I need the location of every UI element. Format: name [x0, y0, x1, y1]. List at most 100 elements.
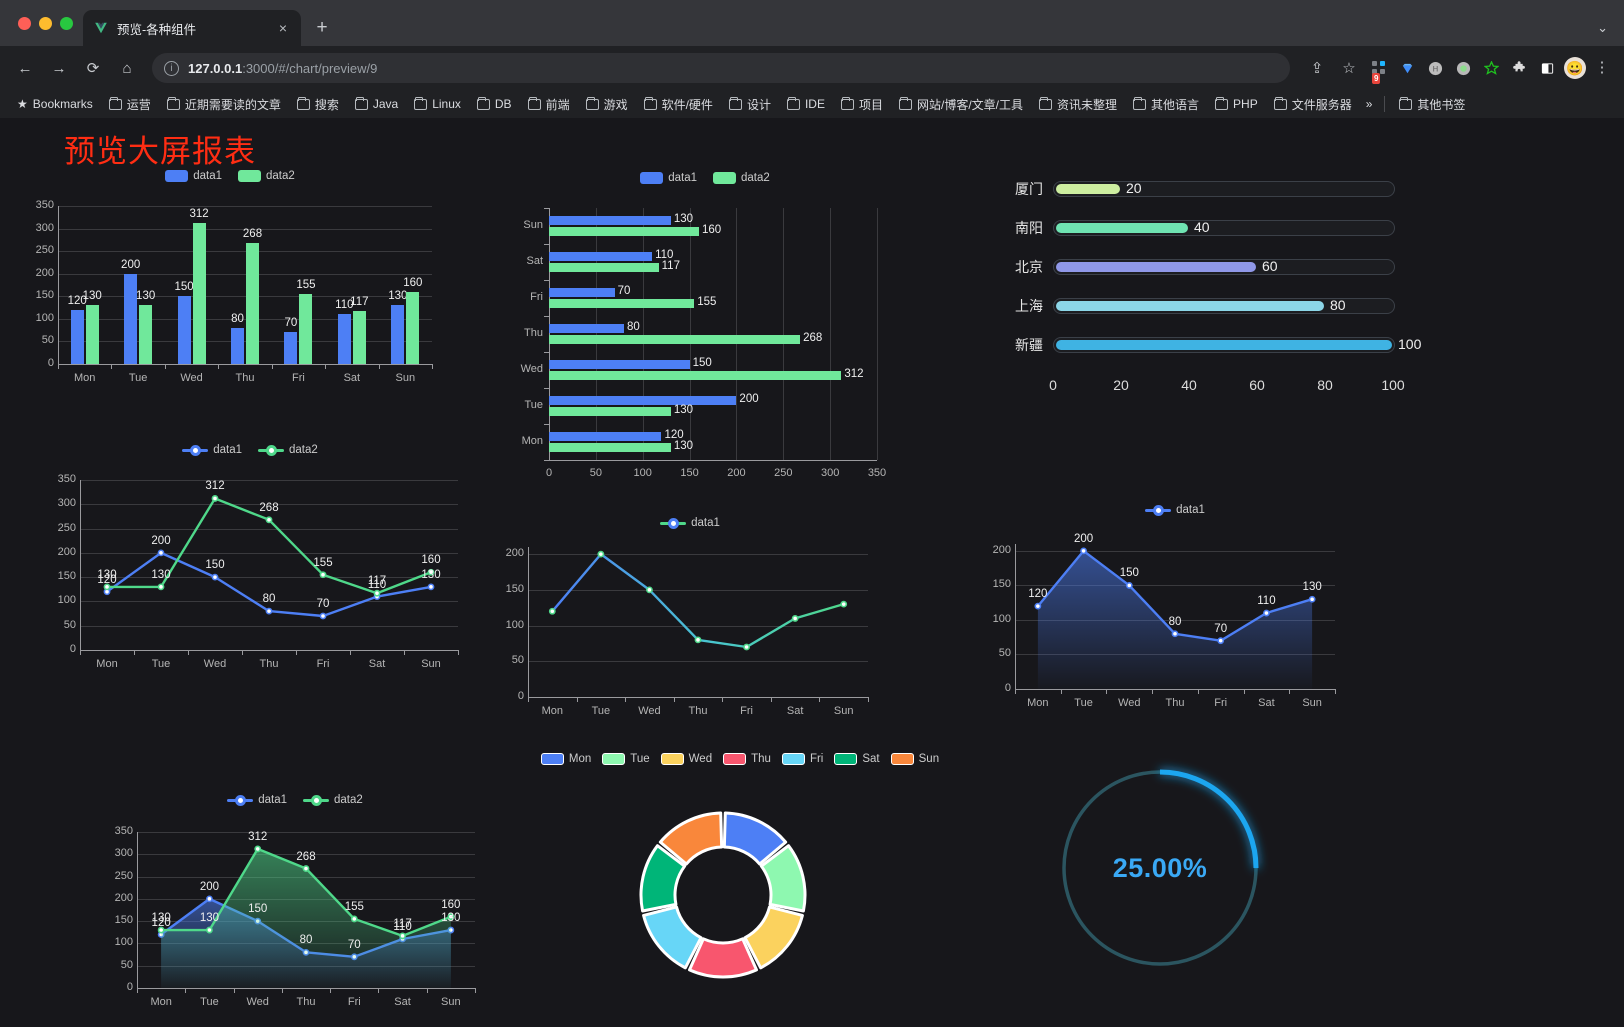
bookmark-item[interactable]: DB: [470, 94, 519, 114]
chart-horizontal-bar[interactable]: data1 data2 0 50 100 150 200 250 300 350 Sun 130 1…: [505, 168, 905, 488]
series-line[interactable]: [551, 552, 845, 649]
profile-avatar[interactable]: 😀: [1562, 55, 1588, 81]
bookmark-item[interactable]: 文件服务器: [1267, 93, 1359, 116]
legend-item[interactable]: data1: [227, 794, 287, 806]
bar[interactable]: [124, 273, 138, 364]
bookmarks-overflow-icon[interactable]: »: [1365, 97, 1373, 111]
bar[interactable]: [337, 314, 351, 364]
data-point[interactable]: [373, 589, 381, 597]
donut-slice[interactable]: [658, 811, 724, 866]
bar[interactable]: [549, 371, 842, 380]
donut-slice[interactable]: [639, 844, 687, 913]
address-bar[interactable]: i 127.0.0.1:3000/#/chart/preview/9: [152, 53, 1290, 83]
donut-slice[interactable]: [722, 811, 788, 866]
home-button[interactable]: ⌂: [122, 59, 132, 77]
legend-horizontal-bar[interactable]: data1 data2: [505, 172, 905, 184]
legend-item[interactable]: Thu: [723, 753, 771, 765]
progress-track[interactable]: 40: [1053, 219, 1395, 236]
legend-item[interactable]: data2: [258, 444, 318, 456]
bar[interactable]: [549, 299, 695, 308]
data-point[interactable]: [791, 615, 799, 622]
bookmark-item[interactable]: 游戏: [579, 93, 635, 116]
browser-menu-icon[interactable]: ⋮: [1594, 59, 1610, 76]
data-point[interactable]: [427, 568, 435, 576]
bar[interactable]: [549, 263, 659, 272]
data-point[interactable]: [427, 583, 435, 591]
progress-track[interactable]: 20: [1053, 180, 1395, 197]
bar[interactable]: [549, 335, 801, 344]
bookmark-item-other[interactable]: 其他书签: [1392, 93, 1472, 116]
chart-progress-bars[interactable]: 厦门 20 南阳 40 北京 60 上海 80 新疆 100 0 20 40 60 80 100: [995, 166, 1421, 506]
donut-slice[interactable]: [687, 937, 759, 979]
progress-row[interactable]: 上海 80: [995, 293, 1395, 319]
bar[interactable]: [70, 309, 84, 364]
donut-slice[interactable]: [642, 905, 703, 970]
bookmark-item[interactable]: 近期需要读的文章: [160, 93, 288, 116]
progress-track[interactable]: 100: [1053, 336, 1421, 353]
bar[interactable]: [549, 432, 662, 441]
bookmark-item[interactable]: Java: [348, 94, 405, 114]
data-point[interactable]: [548, 607, 556, 615]
data-point[interactable]: [694, 636, 702, 644]
bar[interactable]: [246, 243, 259, 364]
bar[interactable]: [284, 332, 298, 364]
bar[interactable]: [177, 296, 191, 364]
legend-item[interactable]: data1: [1145, 504, 1205, 516]
bookmark-item[interactable]: 前端: [521, 93, 577, 116]
chart-line-gradient[interactable]: data1 200 150 100 50 0 Mon Tue Wed Thu Fri Sat Sun: [490, 513, 890, 733]
data-point[interactable]: [157, 549, 165, 557]
data-point[interactable]: [1034, 602, 1042, 610]
bookmark-item[interactable]: 网站/博客/文章/工具: [892, 93, 1030, 116]
bar[interactable]: [549, 396, 737, 405]
bookmark-item[interactable]: Linux: [407, 94, 468, 114]
data-point[interactable]: [646, 586, 653, 594]
data-point[interactable]: [597, 550, 605, 558]
data-point[interactable]: [206, 895, 213, 903]
new-tab-button[interactable]: +: [316, 17, 328, 38]
data-point[interactable]: [840, 600, 848, 608]
data-point[interactable]: [103, 583, 111, 591]
bookmark-item[interactable]: IDE: [780, 94, 832, 114]
chevron-down-icon[interactable]: ⌄: [1597, 20, 1608, 35]
back-button[interactable]: ←: [17, 59, 33, 77]
bar[interactable]: [299, 294, 313, 364]
bar[interactable]: [139, 305, 153, 364]
legend-item[interactable]: data2: [303, 794, 363, 806]
bookmark-item[interactable]: 搜索: [290, 93, 346, 116]
legend-area-stacked[interactable]: data1 data2: [95, 794, 495, 806]
window-controls[interactable]: [12, 0, 83, 46]
legend-vertical-bar[interactable]: data1 data2: [20, 170, 440, 182]
bar[interactable]: [549, 252, 653, 261]
donut-slice[interactable]: [743, 905, 804, 970]
close-window-button[interactable]: [18, 16, 31, 30]
chart-vertical-bar[interactable]: data1 data2 350 300 250 200 150 100 50 0 Mon 120 1…: [20, 166, 440, 426]
legend-item[interactable]: data1: [165, 170, 222, 182]
data-point[interactable]: [1217, 637, 1225, 645]
legend-item[interactable]: Sat: [834, 753, 880, 765]
maximize-window-button[interactable]: [60, 16, 73, 30]
bar[interactable]: [549, 360, 690, 369]
data-point[interactable]: [211, 573, 219, 581]
legend-item[interactable]: data1: [640, 172, 697, 184]
legend-item[interactable]: Wed: [660, 753, 712, 765]
minimize-window-button[interactable]: [39, 16, 52, 30]
data-point[interactable]: [302, 865, 310, 872]
legend-item[interactable]: Fri: [781, 753, 823, 765]
data-point[interactable]: [265, 607, 273, 615]
data-point[interactable]: [1080, 547, 1087, 555]
chart-line-two-series[interactable]: data1 data2 350 300 250 200 150 100 50 0 Mon Tue W…: [40, 438, 460, 708]
bar[interactable]: [352, 311, 366, 364]
legend-item[interactable]: data1: [182, 444, 242, 456]
legend-area-single[interactable]: data1: [975, 504, 1375, 516]
donut-slice[interactable]: [759, 844, 807, 913]
legend-item[interactable]: Sun: [890, 753, 939, 765]
bookmark-star-icon[interactable]: ☆: [1342, 60, 1356, 77]
progress-row[interactable]: 新疆 100: [995, 332, 1421, 358]
progress-row[interactable]: 北京 60: [995, 254, 1395, 280]
data-point[interactable]: [157, 926, 165, 934]
progress-row[interactable]: 南阳 40: [995, 215, 1395, 241]
data-point[interactable]: [350, 915, 358, 923]
close-tab-icon[interactable]: ×: [278, 20, 288, 36]
share-icon[interactable]: ⇪: [1310, 60, 1324, 77]
bookmark-item[interactable]: 其他语言: [1126, 93, 1206, 116]
